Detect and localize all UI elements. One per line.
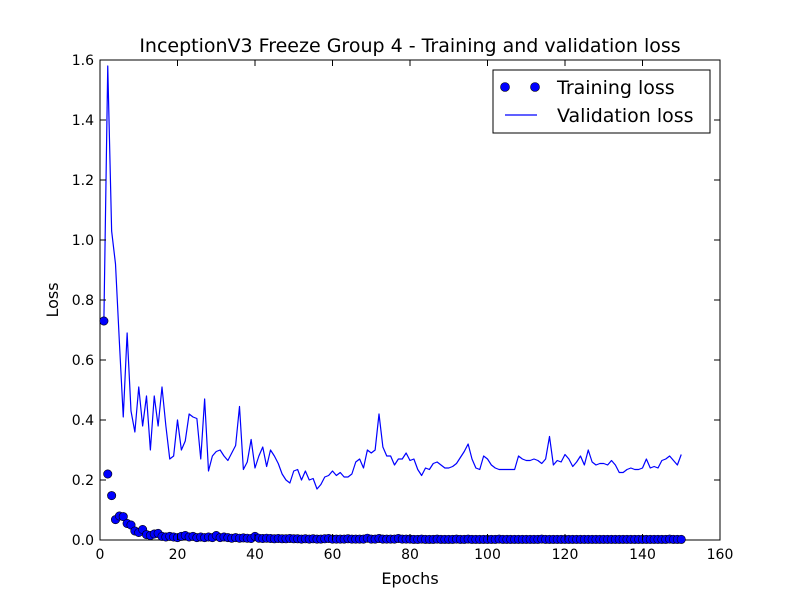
- x-tick-label: 60: [324, 547, 342, 563]
- x-tick-label: 40: [246, 547, 264, 563]
- x-tick-label: 140: [629, 547, 656, 563]
- y-tick-label: 1.4: [72, 113, 94, 129]
- legend-frame: [492, 69, 711, 134]
- y-tick-label: 1.0: [72, 233, 94, 249]
- legend-training-marker: [500, 82, 510, 92]
- y-axis-label: Loss: [43, 282, 62, 317]
- legend-validation-label: Validation loss: [557, 105, 694, 127]
- x-tick-label: 0: [96, 547, 105, 563]
- chart-title: InceptionV3 Freeze Group 4 - Training an…: [139, 35, 680, 57]
- legend-training-marker: [530, 82, 540, 92]
- training-loss-points-layer: [99, 316, 686, 544]
- x-tick-label: 100: [474, 547, 501, 563]
- x-tick-label: 80: [401, 547, 419, 563]
- x-axis-label: Epochs: [381, 569, 438, 588]
- x-tick-label: 20: [169, 547, 187, 563]
- training-loss-point: [107, 491, 117, 501]
- y-tick-label: 1.2: [72, 173, 94, 189]
- validation-loss-line-layer: [103, 65, 682, 490]
- x-tick-label: 160: [707, 547, 734, 563]
- training-loss-point: [676, 534, 686, 544]
- x-tick-label: 120: [552, 547, 579, 563]
- x-axis-ticks: 0 20 40 60 80 100 120 140 160: [96, 60, 734, 563]
- y-tick-label: 0.2: [72, 473, 94, 489]
- y-tick-label: 1.6: [72, 53, 94, 69]
- y-tick-label: 0.0: [72, 533, 94, 549]
- training-loss-point: [118, 512, 128, 522]
- validation-loss-line: [103, 65, 682, 490]
- training-loss-point: [103, 469, 113, 479]
- plot-area: [99, 59, 721, 544]
- training-loss-point: [99, 316, 109, 326]
- y-tick-label: 0.6: [72, 353, 94, 369]
- y-axis-ticks: 0.0 0.2 0.4 0.6 0.8 1.0 1.2 1.4 1.6: [72, 53, 720, 549]
- legend-training-label: Training loss: [556, 77, 675, 99]
- y-tick-label: 0.8: [72, 293, 94, 309]
- legend: Training loss Validation loss: [492, 69, 711, 134]
- y-tick-label: 0.4: [72, 413, 94, 429]
